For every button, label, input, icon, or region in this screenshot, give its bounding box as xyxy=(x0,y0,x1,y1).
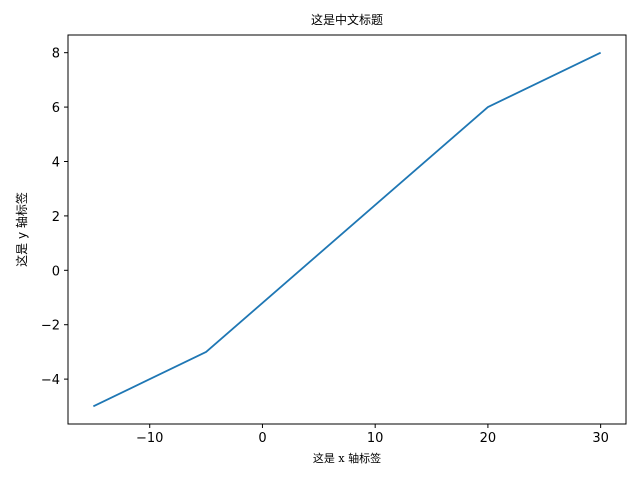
x-tick-label: 10 xyxy=(367,431,384,446)
x-tick-label: 20 xyxy=(480,431,497,446)
x-axis-ticks: −10 0 10 20 30 xyxy=(136,424,609,446)
y-axis-ticks: −4 −2 0 2 4 6 8 xyxy=(41,47,68,388)
series-line xyxy=(92,51,602,408)
y-tick-label: −4 xyxy=(41,373,60,388)
x-axis-label: 这是 x 轴标签 xyxy=(313,451,381,465)
x-tick-label: 0 xyxy=(258,431,266,446)
x-tick-label: −10 xyxy=(136,431,163,446)
y-tick-label: 4 xyxy=(52,155,60,170)
y-axis-label: 这是 y 轴标签 xyxy=(14,192,29,267)
y-tick-label: 2 xyxy=(52,210,60,225)
y-tick-label: −2 xyxy=(41,319,60,334)
chart-title: 这是中文标题 xyxy=(311,12,383,27)
axes-frame xyxy=(67,34,627,425)
y-tick-label: 6 xyxy=(52,101,60,116)
x-tick-label: 30 xyxy=(592,431,609,446)
y-tick-label: 0 xyxy=(52,264,60,279)
plot-area xyxy=(92,51,602,408)
y-tick-label: 8 xyxy=(52,47,60,62)
